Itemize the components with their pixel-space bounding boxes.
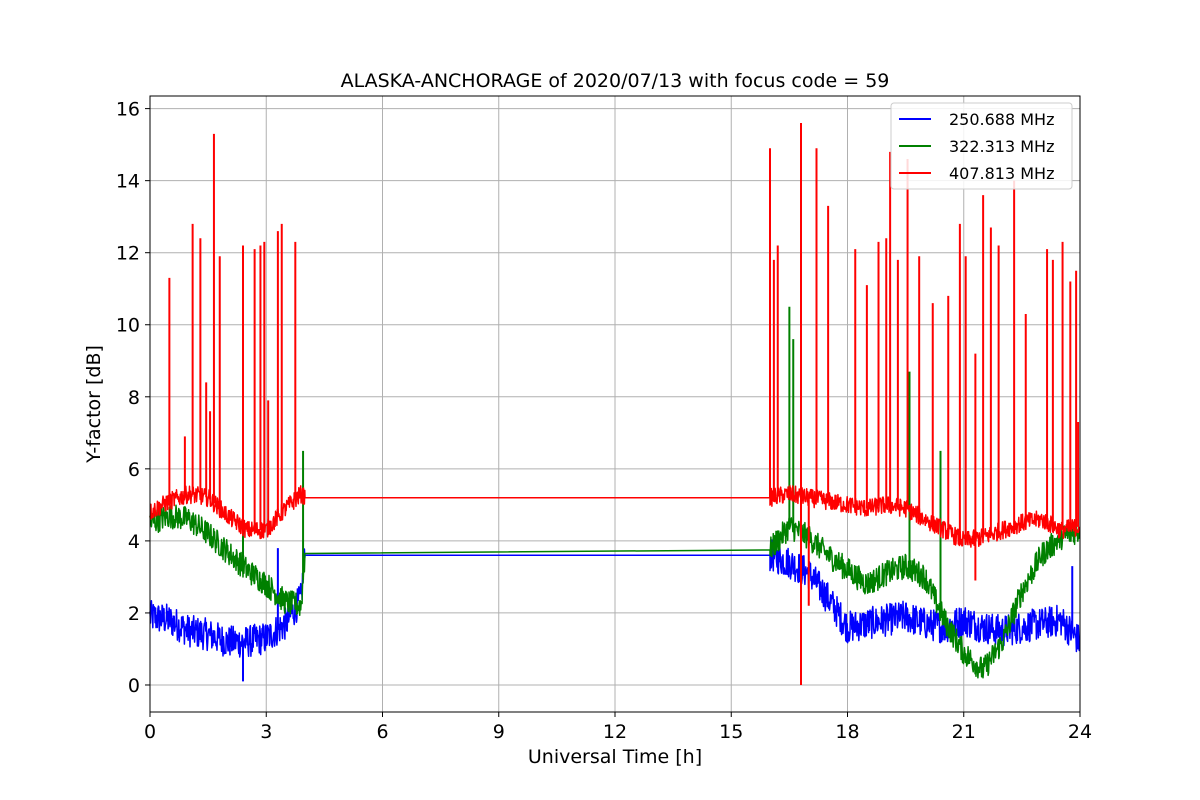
x-tick-label: 21	[952, 721, 976, 743]
y-tick-label: 14	[116, 171, 140, 193]
x-tick-label: 15	[719, 721, 743, 743]
x-tick-label: 18	[835, 721, 859, 743]
y-tick-label: 4	[128, 531, 140, 553]
legend-label: 322.313 MHz	[949, 137, 1054, 156]
series-line	[149, 539, 1081, 658]
legend-label: 407.813 MHz	[949, 164, 1054, 183]
y-axis-label: Y-factor [dB]	[83, 345, 105, 464]
x-tick-label: 0	[144, 721, 156, 743]
y-tick-label: 2	[128, 603, 140, 625]
series-line	[149, 504, 1081, 679]
chart-title: ALASKA-ANCHORAGE of 2020/07/13 with focu…	[341, 70, 890, 92]
y-tick-label: 10	[116, 315, 140, 337]
y-tick-label: 12	[116, 243, 140, 265]
y-tick-label: 0	[128, 675, 140, 697]
legend: 250.688 MHz 322.313 MHz 407.813 MHz	[890, 102, 1073, 190]
x-tick-label: 12	[603, 721, 627, 743]
y-tick-label: 6	[128, 459, 140, 481]
legend-label: 250.688 MHz	[949, 110, 1054, 129]
x-tick-label: 6	[376, 721, 388, 743]
series-line	[149, 485, 1081, 548]
series-407-813-mhz	[149, 123, 1081, 685]
x-tick-label: 3	[260, 721, 272, 743]
y-tick-label: 16	[116, 99, 140, 121]
legend-box	[890, 102, 1073, 190]
x-axis-label: Universal Time [h]	[528, 746, 702, 768]
series-322-313-mhz	[149, 306, 1081, 679]
x-tick-label: 9	[493, 721, 505, 743]
x-tick-label: 24	[1068, 721, 1092, 743]
series-layer	[149, 123, 1081, 685]
y-tick-label: 8	[128, 387, 140, 409]
series-250-688-mhz	[149, 539, 1081, 682]
